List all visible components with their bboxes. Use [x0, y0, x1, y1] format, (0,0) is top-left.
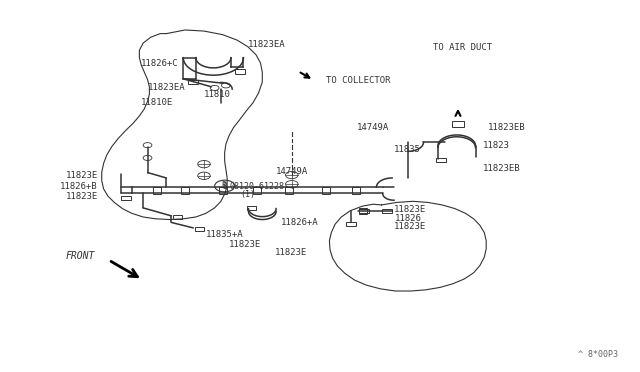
Text: 11823E: 11823E	[394, 205, 426, 214]
Text: 08120-61228: 08120-61228	[229, 182, 284, 190]
Bar	[322, 186, 330, 194]
Text: B: B	[222, 182, 227, 190]
Bar	[352, 186, 360, 194]
Bar	[253, 186, 261, 194]
Text: 11810: 11810	[204, 90, 231, 99]
Text: 11823EB: 11823EB	[488, 123, 525, 132]
Bar	[358, 208, 367, 214]
Bar	[346, 222, 356, 227]
Bar	[188, 80, 198, 84]
Bar	[153, 186, 161, 194]
Text: 11826+B: 11826+B	[60, 182, 97, 190]
Bar	[236, 69, 245, 74]
Text: TO AIR DUCT: TO AIR DUCT	[433, 43, 492, 52]
Bar	[219, 186, 227, 194]
Text: 11823E: 11823E	[229, 240, 261, 249]
Text: 11823EA: 11823EA	[148, 83, 185, 92]
Text: 11823E: 11823E	[66, 192, 98, 201]
Bar	[285, 186, 292, 194]
Bar	[436, 158, 446, 162]
Bar	[120, 196, 131, 201]
Bar	[195, 227, 204, 231]
Bar	[382, 209, 392, 213]
Text: 11823E: 11823E	[275, 248, 307, 257]
Text: 11810E: 11810E	[141, 98, 173, 108]
Text: 11823E: 11823E	[66, 171, 98, 180]
Text: FRONT: FRONT	[66, 251, 95, 261]
Bar	[359, 209, 369, 213]
Text: ^ 8*00P3: ^ 8*00P3	[578, 350, 618, 359]
Text: 11823E: 11823E	[394, 222, 426, 231]
Text: (1): (1)	[241, 189, 255, 199]
Text: 11835: 11835	[394, 145, 421, 154]
Text: 14749A: 14749A	[276, 167, 308, 176]
Text: 11823EB: 11823EB	[483, 164, 521, 173]
Text: 11823EA: 11823EA	[248, 40, 285, 49]
Text: 11835+A: 11835+A	[206, 230, 243, 238]
Text: 11826+A: 11826+A	[281, 218, 319, 227]
Bar	[181, 186, 189, 194]
Text: 11823: 11823	[483, 141, 510, 150]
Text: 11826: 11826	[396, 214, 422, 222]
Text: TO COLLECTOR: TO COLLECTOR	[326, 76, 391, 85]
Text: 11826+C: 11826+C	[141, 60, 179, 68]
Bar	[173, 215, 182, 219]
Text: 14749A: 14749A	[356, 123, 388, 132]
Bar	[452, 121, 463, 127]
Text: B: B	[221, 181, 226, 190]
Bar	[247, 206, 256, 210]
